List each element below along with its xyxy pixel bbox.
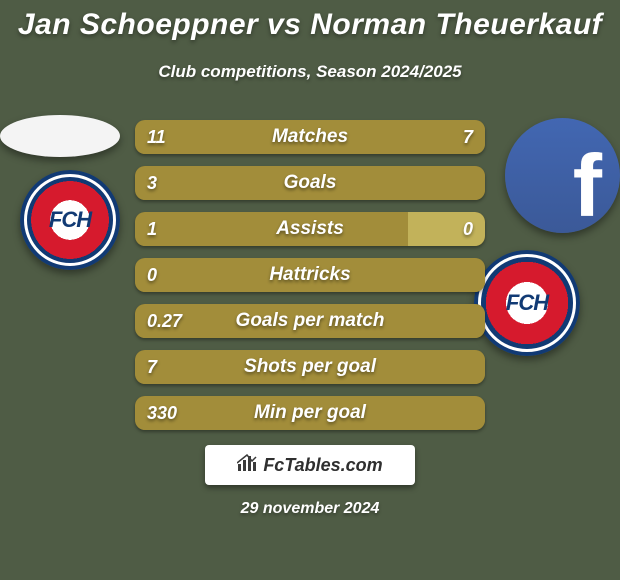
stat-label: Assists: [135, 212, 485, 246]
stat-row: 7Shots per goal: [135, 350, 485, 384]
right-club-badge: FCH: [474, 250, 580, 356]
stat-label: Matches: [135, 120, 485, 154]
bar-chart-icon: [237, 454, 257, 477]
facebook-icon: f: [573, 135, 602, 233]
stat-label: Goals: [135, 166, 485, 200]
stat-row: 117Matches: [135, 120, 485, 154]
left-club-badge: FCH: [20, 170, 120, 270]
stat-label: Shots per goal: [135, 350, 485, 384]
stat-row: 10Assists: [135, 212, 485, 246]
stat-row: 0.27Goals per match: [135, 304, 485, 338]
date-label: 29 november 2024: [0, 500, 620, 518]
page-title: Jan Schoeppner vs Norman Theuerkauf: [0, 8, 620, 42]
stat-label: Goals per match: [135, 304, 485, 338]
player-left-avatar: [0, 115, 120, 157]
stat-row: 0Hattricks: [135, 258, 485, 292]
facebook-badge[interactable]: f: [505, 118, 620, 233]
brand-footer[interactable]: FcTables.com: [205, 445, 415, 485]
stats-bars: 117Matches 3Goals 10Assists 0Hattricks 0.27G…: [135, 120, 485, 442]
stat-label: Hattricks: [135, 258, 485, 292]
stat-row: 330Min per goal: [135, 396, 485, 430]
comparison-card: Jan Schoeppner vs Norman Theuerkauf Club…: [0, 0, 620, 580]
stat-row: 3Goals: [135, 166, 485, 200]
page-subtitle: Club competitions, Season 2024/2025: [0, 62, 620, 82]
stat-label: Min per goal: [135, 396, 485, 430]
brand-label: FcTables.com: [263, 455, 382, 476]
